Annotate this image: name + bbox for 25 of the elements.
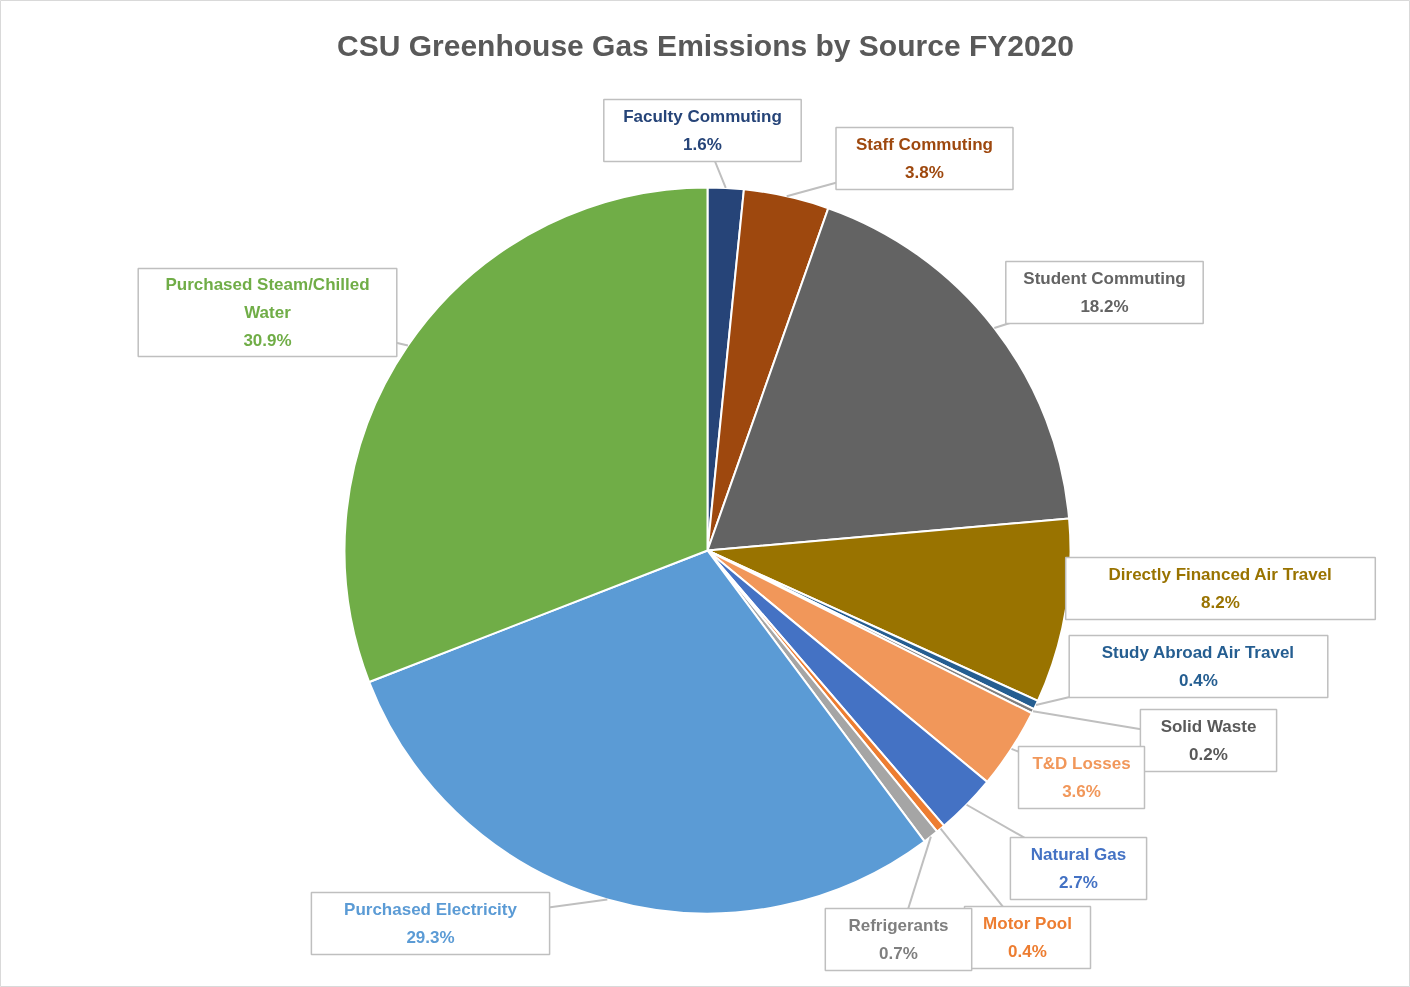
data-label: 8.2% bbox=[1201, 592, 1240, 612]
data-label: 1.6% bbox=[683, 134, 722, 154]
data-label: 0.2% bbox=[1189, 744, 1228, 764]
slice-label: Solid Waste bbox=[1160, 717, 1257, 737]
data-label: 3.6% bbox=[1062, 781, 1101, 801]
slice-label: Refrigerants bbox=[848, 916, 949, 936]
slice-label: T&D Losses bbox=[1032, 754, 1131, 774]
data-label: 0.7% bbox=[879, 943, 918, 963]
slice-label: Purchased Steam/Chilled Water bbox=[165, 275, 370, 322]
slice-label: Motor Pool bbox=[983, 914, 1072, 934]
slice-label: Directly Financed Air Travel bbox=[1108, 565, 1332, 585]
slice-label: Study Abroad Air Travel bbox=[1101, 643, 1295, 663]
data-label: 30.9% bbox=[243, 330, 292, 350]
slice-label: Natural Gas bbox=[1030, 845, 1127, 865]
data-label: 18.2% bbox=[1080, 296, 1129, 316]
chart-title: CSU Greenhouse Gas Emissions by Source FY2020 bbox=[337, 29, 1074, 62]
slice-label: Staff Commuting bbox=[856, 135, 993, 155]
slice-label: Faculty Commuting bbox=[623, 107, 782, 127]
data-label: 2.7% bbox=[1059, 872, 1098, 892]
data-label: 3.8% bbox=[905, 162, 944, 182]
data-label: 0.4% bbox=[1179, 670, 1218, 690]
slice-label: Purchased Electricity bbox=[344, 900, 518, 920]
slice-label: Student Commuting bbox=[1023, 269, 1186, 289]
data-label: 29.3% bbox=[406, 927, 455, 947]
data-label: 0.4% bbox=[1008, 941, 1047, 961]
